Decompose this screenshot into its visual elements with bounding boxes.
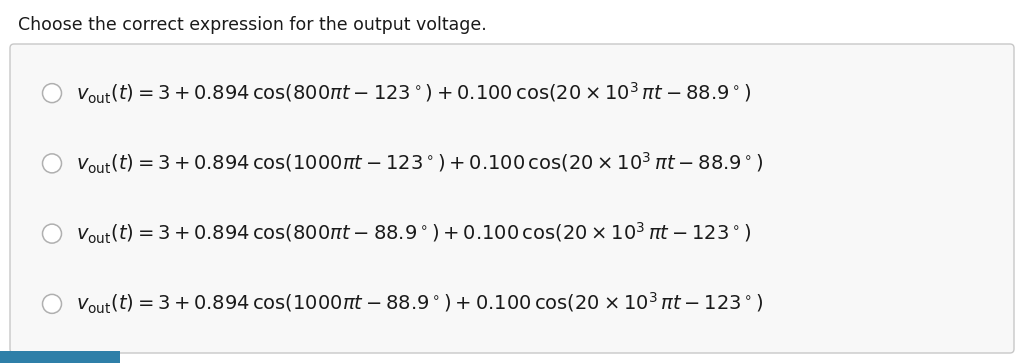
Circle shape (43, 83, 61, 103)
Circle shape (43, 294, 61, 313)
Circle shape (43, 154, 61, 173)
Text: $v_{\mathrm{out}}(t) = 3 + 0.894\,\cos(1000\pi t - 123^\circ) + 0.100\,\cos(20 \: $v_{\mathrm{out}}(t) = 3 + 0.894\,\cos(1… (76, 151, 763, 176)
Text: $v_{\mathrm{out}}(t) = 3 + 0.894\,\cos(1000\pi t - 88.9^\circ) + 0.100\,\cos(20 : $v_{\mathrm{out}}(t) = 3 + 0.894\,\cos(1… (76, 291, 763, 317)
Circle shape (43, 224, 61, 243)
Text: $v_{\mathrm{out}}(t) = 3 + 0.894\,\cos(800\pi t - 88.9^\circ) + 0.100\,\cos(20 \: $v_{\mathrm{out}}(t) = 3 + 0.894\,\cos(8… (76, 221, 751, 246)
FancyBboxPatch shape (0, 351, 120, 363)
Text: Choose the correct expression for the output voltage.: Choose the correct expression for the ou… (18, 16, 486, 34)
FancyBboxPatch shape (10, 44, 1014, 353)
Text: $v_{\mathrm{out}}(t) = 3 + 0.894\,\cos(800\pi t - 123^\circ) + 0.100\,\cos(20 \t: $v_{\mathrm{out}}(t) = 3 + 0.894\,\cos(8… (76, 81, 751, 106)
